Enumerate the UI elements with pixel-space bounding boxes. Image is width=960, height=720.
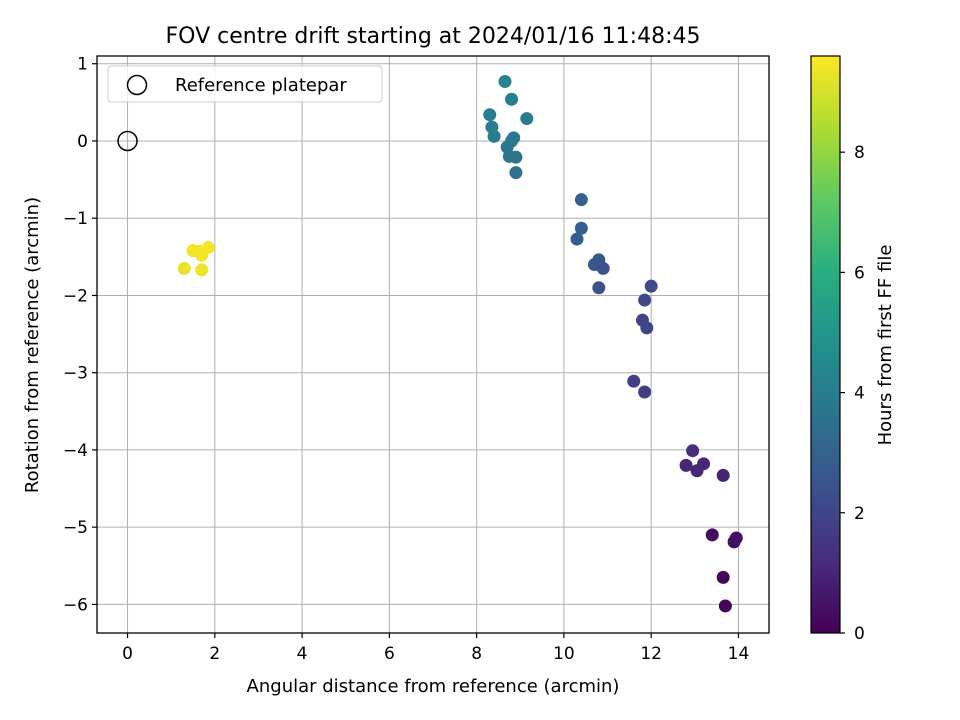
y-tick-label: 1 — [77, 55, 88, 75]
data-point — [570, 232, 584, 246]
data-point — [201, 241, 215, 255]
x-tick-label: 10 — [553, 644, 575, 664]
data-point — [716, 570, 730, 584]
data-point — [718, 599, 732, 613]
data-point — [592, 281, 606, 295]
data-point — [635, 313, 649, 327]
colorbar-tick-label: 4 — [854, 384, 865, 404]
x-tick-label: 4 — [297, 644, 308, 664]
y-tick-label: −3 — [63, 364, 88, 384]
data-point — [505, 92, 519, 106]
x-tick-label: 12 — [640, 644, 662, 664]
data-point — [638, 293, 652, 307]
data-point — [697, 457, 711, 471]
x-tick-label: 2 — [209, 644, 220, 664]
x-tick-label: 0 — [122, 644, 133, 664]
x-ticks: 0 2 4 6 8 10 12 14 — [122, 633, 749, 664]
y-tick-label: 0 — [77, 132, 88, 152]
data-point — [520, 112, 534, 126]
x-tick-label: 8 — [471, 644, 482, 664]
colorbar: 0 2 4 6 8 Hours from first FF file — [810, 55, 896, 644]
reference-marker — [117, 130, 138, 152]
data-point — [705, 528, 719, 542]
colorbar-tick-label: 6 — [854, 263, 865, 283]
y-tick-label: −6 — [63, 595, 88, 615]
data-point — [644, 279, 658, 293]
data-point — [507, 131, 521, 145]
data-point — [509, 166, 523, 180]
colorbar-gradient — [810, 55, 841, 634]
data-point — [638, 385, 652, 399]
data-point — [679, 458, 693, 472]
x-tick-label: 6 — [384, 644, 395, 664]
legend-marker-icon — [126, 74, 148, 96]
legend: Reference platepar — [107, 65, 383, 103]
x-tick-label: 14 — [728, 644, 750, 664]
y-tick-label: −5 — [63, 518, 88, 538]
grid — [97, 56, 769, 633]
colorbar-tick-label: 0 — [854, 624, 865, 644]
data-point — [195, 263, 209, 277]
data-point — [574, 193, 588, 207]
y-ticks: 1 0 −1 −2 −3 −4 −5 −6 — [63, 55, 97, 615]
legend-box — [107, 65, 383, 103]
data-point — [592, 253, 606, 267]
colorbar-label: Hours from first FF file — [875, 245, 896, 446]
data-point — [498, 74, 512, 88]
data-point — [716, 468, 730, 482]
data-point — [627, 374, 641, 388]
data-point — [177, 261, 191, 275]
data-point — [729, 531, 743, 545]
y-tick-label: −1 — [63, 209, 88, 229]
legend-label: Reference platepar — [175, 75, 347, 96]
data-point — [574, 221, 588, 235]
data-point — [485, 120, 499, 134]
plot-frame — [96, 55, 770, 634]
y-axis-label: Rotation from reference (arcmin) — [22, 197, 43, 493]
colorbar-tick-label: 8 — [854, 143, 865, 163]
colorbar-tick-label: 2 — [854, 504, 865, 524]
reference-layer — [117, 130, 138, 152]
chart-title: FOV centre drift starting at 2024/01/16 … — [166, 24, 701, 49]
colorbar-ticks: 0 2 4 6 8 — [840, 143, 865, 644]
data-point — [483, 108, 497, 122]
x-axis-label: Angular distance from reference (arcmin) — [247, 676, 620, 697]
y-tick-label: −2 — [63, 286, 88, 306]
y-tick-label: −4 — [63, 441, 88, 461]
data-point — [686, 444, 700, 458]
data-points — [177, 74, 743, 613]
